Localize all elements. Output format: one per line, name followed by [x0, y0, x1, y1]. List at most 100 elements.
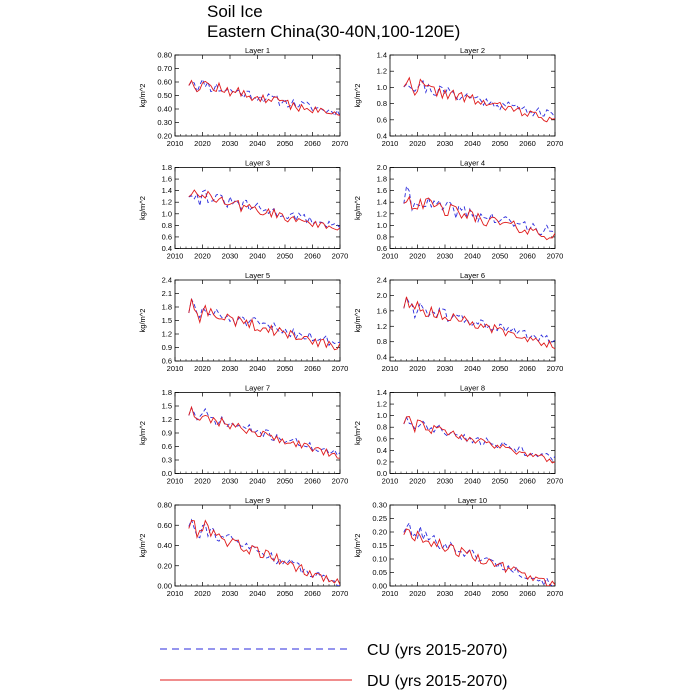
y-tick-label: 0.05 [372, 568, 387, 577]
figure-title: Soil Ice [207, 2, 263, 21]
legend: CU (yrs 2015-2070) DU (yrs 2015-2070) [160, 642, 508, 690]
y-tick-label: 0.30 [372, 501, 387, 510]
legend-label-cu: CU (yrs 2015-2070) [367, 642, 508, 659]
x-tick-label: 2070 [332, 252, 349, 261]
series-line-cu [403, 521, 555, 586]
y-axis-label: kg/m^2 [138, 309, 147, 333]
plot-frame [174, 392, 341, 474]
x-tick-label: 2020 [409, 589, 426, 598]
y-tick-label: 1.0 [377, 411, 387, 420]
y-tick-label: 0.25 [372, 514, 387, 523]
y-tick-label: 2.0 [377, 163, 387, 172]
x-tick-label: 2050 [492, 477, 509, 486]
x-tick-label: 2020 [409, 252, 426, 261]
x-tick-label: 2010 [382, 589, 399, 598]
panel-layer-2: Layer 2 kg/m^2 2010 2020 2030 2040 2050 2060 207… [353, 46, 563, 148]
panel-title: Layer 6 [460, 271, 485, 280]
y-tick-label: 0.3 [162, 456, 172, 465]
y-axis-label: kg/m^2 [353, 421, 362, 445]
x-tick-label: 2010 [167, 477, 184, 486]
plot-frame [389, 279, 556, 362]
y-tick-label: 0.9 [162, 343, 172, 352]
y-axis-label: kg/m^2 [138, 421, 147, 445]
panel-layer-10: Layer 10 kg/m^2 2010 2020 2030 2040 2050 2060 20… [353, 496, 563, 598]
y-tick-label: 0.10 [372, 555, 387, 564]
x-tick-label: 2030 [222, 477, 239, 486]
x-tick-label: 2050 [277, 589, 294, 598]
y-tick-label: 0.8 [162, 221, 172, 230]
y-tick-label: 0.6 [162, 442, 172, 451]
x-tick-label: 2020 [194, 364, 211, 373]
y-axis-label: kg/m^2 [138, 84, 147, 108]
y-tick-label: 0.6 [162, 232, 172, 241]
y-tick-label: 1.8 [162, 388, 172, 397]
series-line-cu [403, 184, 555, 236]
y-tick-label: 1.5 [162, 402, 172, 411]
panel-title: Layer 8 [460, 384, 485, 393]
panels-grid: Layer 1 kg/m^2 2010 2020 2030 2040 2050 2060 207… [138, 46, 563, 598]
panel-title: Layer 4 [460, 159, 485, 168]
x-tick-label: 2050 [277, 477, 294, 486]
plot-frame [174, 167, 341, 249]
panel-layer-7: Layer 7 kg/m^2 2010 2020 2030 2040 2050 2060 207… [138, 384, 348, 486]
x-tick-label: 2070 [332, 477, 349, 486]
series-line-du [188, 298, 340, 351]
panel-layer-8: Layer 8 kg/m^2 2010 2020 2030 2040 2050 2060 207… [353, 384, 563, 486]
panel-title: Layer 5 [245, 271, 270, 280]
x-tick-label: 2010 [382, 252, 399, 261]
y-tick-label: 0.8 [377, 423, 387, 432]
y-axis-label: kg/m^2 [138, 534, 147, 558]
panel-title: Layer 7 [245, 384, 270, 393]
y-tick-label: 1.6 [162, 175, 172, 184]
x-tick-label: 2040 [249, 139, 266, 148]
x-tick-label: 2030 [222, 589, 239, 598]
panel-title: Layer 1 [245, 46, 270, 55]
y-tick-label: 0.4 [162, 244, 172, 253]
x-tick-label: 2050 [277, 364, 294, 373]
y-tick-label: 1.2 [377, 209, 387, 218]
x-tick-label: 2060 [519, 139, 536, 148]
x-tick-label: 2010 [167, 139, 184, 148]
y-tick-label: 1.6 [377, 186, 387, 195]
x-tick-label: 2060 [304, 477, 321, 486]
y-tick-label: 0.9 [162, 429, 172, 438]
x-tick-label: 2070 [547, 477, 564, 486]
panel-title: Layer 9 [245, 496, 270, 505]
x-tick-label: 2030 [222, 139, 239, 148]
y-tick-label: 0.0 [377, 469, 387, 478]
x-tick-label: 2030 [437, 364, 454, 373]
y-tick-label: 2.4 [377, 276, 387, 285]
y-tick-label: 0.6 [377, 434, 387, 443]
x-tick-label: 2070 [547, 139, 564, 148]
y-axis-label: kg/m^2 [353, 84, 362, 108]
y-tick-label: 0.70 [157, 64, 172, 73]
x-tick-label: 2010 [382, 364, 399, 373]
series-line-du [188, 79, 340, 116]
y-tick-label: 1.8 [162, 303, 172, 312]
y-tick-label: 0.15 [372, 541, 387, 550]
x-tick-label: 2040 [464, 252, 481, 261]
y-tick-label: 0.8 [377, 99, 387, 108]
x-tick-label: 2040 [464, 139, 481, 148]
x-tick-label: 2050 [277, 252, 294, 261]
y-tick-label: 1.8 [162, 163, 172, 172]
series-line-du [403, 296, 555, 350]
y-tick-label: 0.20 [157, 132, 172, 141]
x-tick-label: 2010 [167, 364, 184, 373]
x-tick-label: 2020 [409, 477, 426, 486]
series-line-du [403, 76, 555, 123]
y-tick-label: 0.60 [157, 521, 172, 530]
y-tick-label: 1.2 [162, 198, 172, 207]
y-axis-label: kg/m^2 [353, 534, 362, 558]
y-tick-label: 2.0 [377, 291, 387, 300]
y-tick-label: 0.2 [377, 457, 387, 466]
y-tick-label: 0.40 [157, 105, 172, 114]
x-tick-label: 2010 [382, 139, 399, 148]
y-tick-label: 0.6 [377, 244, 387, 253]
panel-title: Layer 2 [460, 46, 485, 55]
y-tick-label: 1.0 [377, 221, 387, 230]
y-tick-label: 0.30 [157, 118, 172, 127]
y-tick-label: 0.0 [162, 469, 172, 478]
y-tick-label: 1.2 [377, 67, 387, 76]
